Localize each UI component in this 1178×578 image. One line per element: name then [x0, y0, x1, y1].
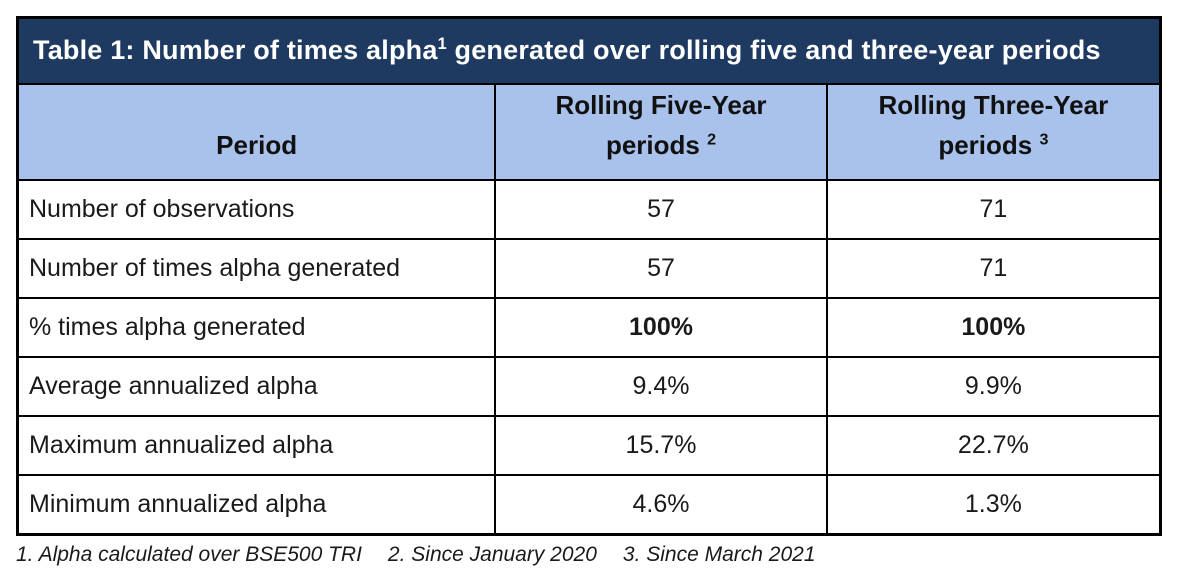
cell-three-year: 100%	[825, 297, 1162, 359]
footnotes: 1. Alpha calculated over BSE500 TRI 2. Si…	[16, 543, 1162, 567]
row-label: Number of observations	[16, 179, 497, 241]
alpha-table-container: Table 1: Number of times alpha1 generate…	[16, 16, 1162, 536]
row-label: Number of times alpha generated	[16, 238, 497, 300]
cell-three-year: 22.7%	[825, 415, 1162, 477]
table-title: Table 1: Number of times alpha1 generate…	[16, 16, 1162, 85]
column-header-five-year: Rolling Five-Year periods 2	[494, 82, 828, 182]
footnote-alpha: 1. Alpha calculated over BSE500 TRI	[16, 543, 362, 566]
table-row: % times alpha generated 100% 100%	[16, 297, 1162, 359]
table-title-prefix: Table 1: Number of times alpha	[33, 35, 438, 66]
cell-five-year: 9.4%	[494, 356, 828, 418]
column-header-five-year-superscript: 2	[707, 130, 717, 149]
cell-five-year: 4.6%	[494, 474, 828, 536]
row-label: Average annualized alpha	[16, 356, 497, 418]
cell-five-year: 57	[494, 179, 828, 241]
column-header-five-year-line2: periods	[605, 129, 708, 160]
table-title-suffix: generated over rolling five and three-ye…	[446, 35, 1101, 66]
column-header-period: Period	[16, 82, 497, 182]
cell-three-year: 9.9%	[825, 356, 1162, 418]
alpha-table: Table 1: Number of times alpha1 generate…	[16, 16, 1162, 536]
table-title-superscript: 1	[437, 35, 447, 54]
table-row: Average annualized alpha 9.4% 9.9%	[16, 356, 1162, 418]
table-row: Maximum annualized alpha 15.7% 22.7%	[16, 415, 1162, 477]
column-header-three-year-superscript: 3	[1039, 130, 1049, 149]
column-header-three-year-line2: periods	[938, 129, 1040, 160]
footnote-five-year: 2. Since January 2020	[387, 543, 597, 566]
cell-three-year: 1.3%	[825, 474, 1162, 536]
row-label: % times alpha generated	[16, 297, 497, 359]
cell-five-year: 100%	[494, 297, 828, 359]
column-header-three-year: Rolling Three-Year periods 3	[825, 82, 1162, 182]
footnote-three-year: 3. Since March 2021	[622, 543, 816, 566]
row-label: Minimum annualized alpha	[16, 474, 497, 536]
cell-three-year: 71	[825, 238, 1162, 300]
table-row: Number of times alpha generated 57 71	[16, 238, 1162, 300]
cell-five-year: 15.7%	[494, 415, 828, 477]
row-label: Maximum annualized alpha	[16, 415, 497, 477]
cell-three-year: 71	[825, 179, 1162, 241]
cell-five-year: 57	[494, 238, 828, 300]
column-header-five-year-line1: Rolling Five-Year	[555, 89, 767, 120]
table-row: Number of observations 57 71	[16, 179, 1162, 241]
column-header-three-year-line1: Rolling Three-Year	[878, 89, 1109, 120]
table-row: Minimum annualized alpha 4.6% 1.3%	[16, 474, 1162, 536]
